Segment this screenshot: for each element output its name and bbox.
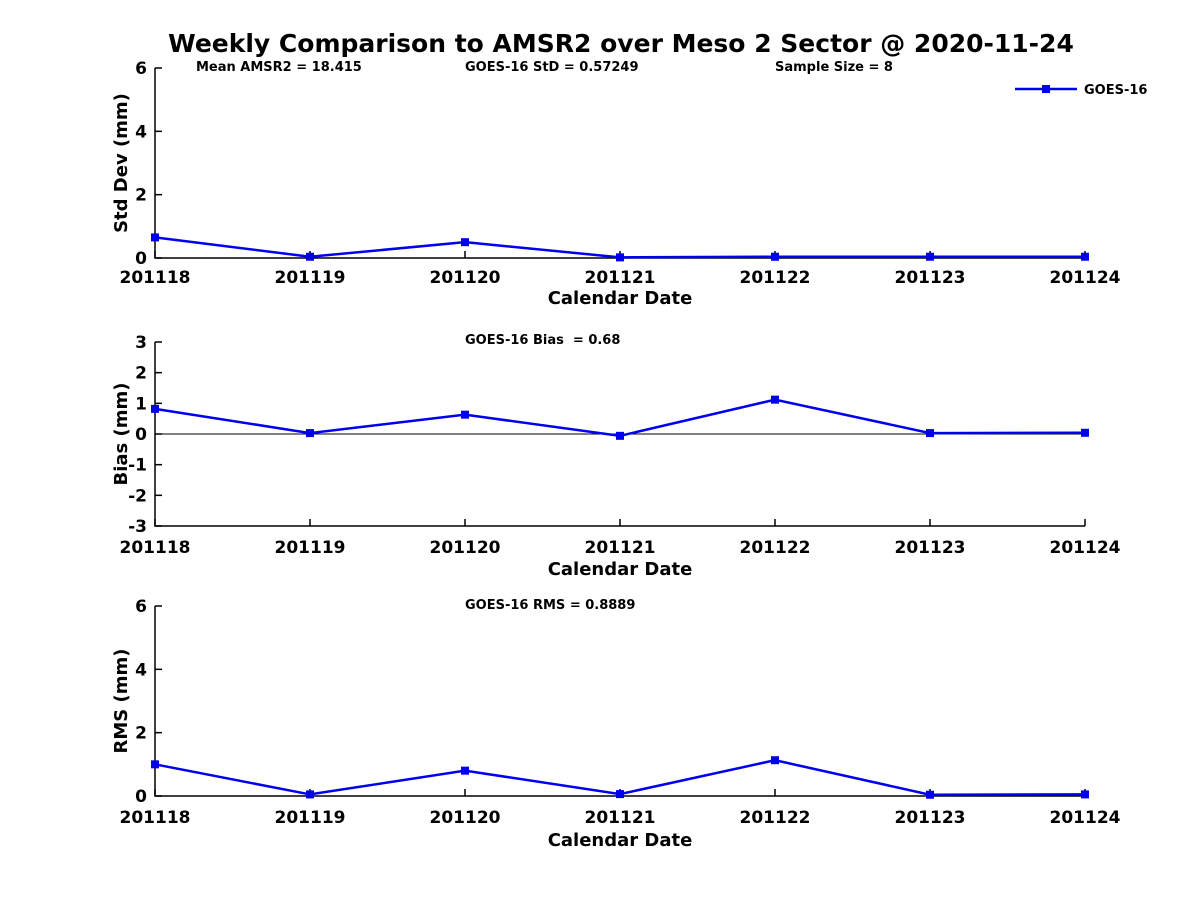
legend-square-marker-icon <box>1042 85 1050 93</box>
stddev-annotation-sample-size: Sample Size = 8 <box>775 60 893 75</box>
axes-spines <box>154 68 1085 259</box>
data-point-marker <box>1081 790 1089 799</box>
subplot-stddev: 0 2 4 6 201118 201119 201120 201121 201122 201123… <box>111 59 1147 309</box>
stddev-annotation-goes16-std: GOES-16 StD = 0.57249 <box>465 60 639 75</box>
x-tick-label: 201124 <box>1050 538 1121 558</box>
subplot-bias: -3 -2 -1 0 1 2 3 201118 201119 201120 201121 201122… <box>111 333 1121 580</box>
y-tick-label: 4 <box>135 122 147 142</box>
y-tick-label: 2 <box>135 724 147 744</box>
y-tick-label: 2 <box>135 364 147 384</box>
bias-annotation-goes16-bias: GOES-16 Bias = 0.68 <box>465 333 620 348</box>
x-tick-label: 201122 <box>740 808 811 828</box>
data-point-marker <box>771 252 779 261</box>
data-point-marker <box>771 395 779 404</box>
legend: GOES-16 <box>1015 83 1147 98</box>
data-point-marker <box>926 790 934 799</box>
x-tick-label: 201118 <box>120 538 191 558</box>
data-point-marker <box>771 756 779 765</box>
x-tick-label: 201119 <box>275 268 346 288</box>
data-point-marker <box>306 790 314 799</box>
x-tick-label: 201120 <box>430 268 501 288</box>
data-point-marker <box>461 766 469 775</box>
rms-axes: 0 2 4 6 201118 201119 201120 201121 201122 201123… <box>120 597 1121 828</box>
y-tick-label: 0 <box>135 787 147 807</box>
y-tick-label: 3 <box>135 333 147 353</box>
y-tick-label: 6 <box>135 597 147 617</box>
stddev-ylabel: Std Dev (mm) <box>111 93 132 233</box>
data-point-marker <box>151 404 159 413</box>
x-tick-label: 201119 <box>275 538 346 558</box>
rms-annotation-goes16-rms: GOES-16 RMS = 0.8889 <box>465 598 635 613</box>
x-tick-label: 201123 <box>895 538 966 558</box>
bias-axes: -3 -2 -1 0 1 2 3 201118 201119 201120 201121 201122… <box>120 333 1121 558</box>
y-tick-label: 1 <box>135 394 147 414</box>
data-point-marker <box>461 238 469 247</box>
data-point-marker <box>616 790 624 799</box>
x-tick-label: 201123 <box>895 808 966 828</box>
axes-spines <box>154 606 1085 797</box>
x-tick-label: 201121 <box>585 808 656 828</box>
x-tick-label: 201120 <box>430 538 501 558</box>
y-tick-label: -3 <box>128 517 147 537</box>
x-tick-label: 201118 <box>120 808 191 828</box>
x-tick-label: 201121 <box>585 538 656 558</box>
figure-title: Weekly Comparison to AMSR2 over Meso 2 S… <box>168 29 1074 58</box>
x-tick-label: 201124 <box>1050 268 1121 288</box>
data-point-marker <box>926 252 934 261</box>
x-tick-label: 201122 <box>740 538 811 558</box>
y-tick-label: 4 <box>135 660 147 680</box>
stddev-xlabel: Calendar Date <box>548 288 693 309</box>
rms-ylabel: RMS (mm) <box>111 649 132 754</box>
bias-ylabel: Bias (mm) <box>111 383 132 486</box>
x-tick-label: 201123 <box>895 268 966 288</box>
x-tick-label: 201118 <box>120 268 191 288</box>
x-tick-label: 201120 <box>430 808 501 828</box>
bias-xlabel: Calendar Date <box>548 559 693 580</box>
data-point-marker <box>461 410 469 419</box>
x-tick-label: 201121 <box>585 268 656 288</box>
stddev-axes: 0 2 4 6 201118 201119 201120 201121 201122 201123… <box>120 59 1121 288</box>
data-point-marker <box>616 253 624 262</box>
y-tick-label: 0 <box>135 425 147 445</box>
data-point-marker <box>151 233 159 242</box>
stddev-annotation-mean-amsr2: Mean AMSR2 = 18.415 <box>196 60 362 75</box>
y-tick-label: 0 <box>135 249 147 269</box>
data-point-marker <box>1081 252 1089 261</box>
x-tick-label: 201124 <box>1050 808 1121 828</box>
data-point-marker <box>1081 428 1089 437</box>
y-tick-label: -2 <box>128 486 147 506</box>
data-point-marker <box>926 429 934 438</box>
series-line-goes-16 <box>154 398 1086 438</box>
x-tick-label: 201122 <box>740 268 811 288</box>
legend-label: GOES-16 <box>1084 83 1147 98</box>
data-point-marker <box>151 760 159 769</box>
rms-xlabel: Calendar Date <box>548 830 693 851</box>
data-point-marker <box>306 429 314 438</box>
y-tick-label: 2 <box>135 186 147 206</box>
data-point-marker <box>616 431 624 440</box>
subplot-rms: 0 2 4 6 201118 201119 201120 201121 201122 201123… <box>111 597 1121 851</box>
x-tick-label: 201119 <box>275 808 346 828</box>
y-tick-label: -1 <box>128 456 147 476</box>
y-tick-label: 6 <box>135 59 147 79</box>
data-point-marker <box>306 252 314 261</box>
